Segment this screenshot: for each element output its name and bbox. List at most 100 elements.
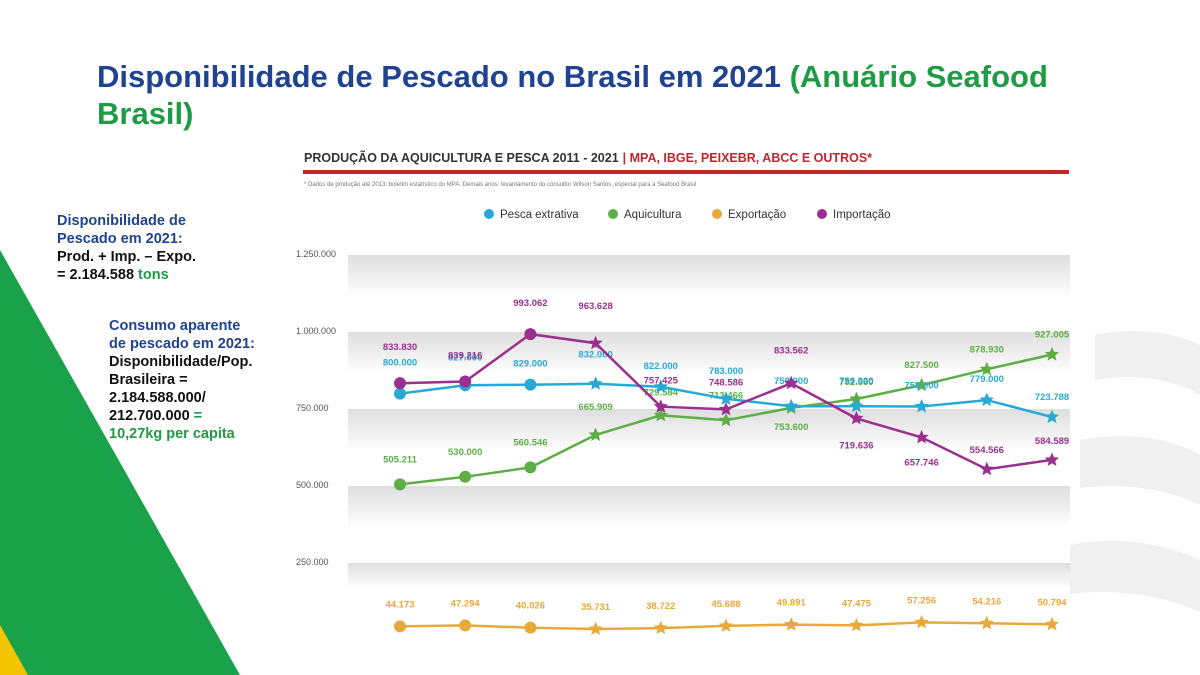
grid-band	[348, 486, 1070, 529]
consumption-per-capita: 10,27kg per capita	[109, 426, 235, 442]
data-label: 839.216	[448, 351, 482, 362]
series-point	[459, 470, 472, 483]
data-label: 560.546	[513, 437, 547, 448]
data-label: 35.731	[581, 602, 611, 613]
series-group: 833.830 839.216 993.062 963.628 757.425 748.5…	[383, 298, 1069, 476]
chart-footnote: * Dados de produção até 2013: boletim es…	[304, 182, 696, 188]
gray-swoosh-3	[1070, 540, 1200, 612]
data-label: 47.475	[842, 598, 872, 609]
data-label: 827.500	[904, 360, 938, 371]
chart-title-main: PRODUÇÃO DA AQUICULTURA E PESCA 2011 - 2…	[304, 150, 619, 165]
series-star-marker	[914, 429, 929, 444]
series-star-marker	[914, 377, 929, 392]
gray-swoosh-1	[1095, 330, 1200, 395]
series-point	[524, 328, 537, 341]
legend-marker	[712, 209, 722, 219]
legend-label: Aquicultura	[624, 209, 682, 221]
series-star-marker	[979, 615, 994, 630]
slide-title: Disponibilidade de Pescado no Brasil em …	[97, 58, 1077, 132]
data-label: 783.000	[709, 366, 743, 377]
series-group: 44.173 47.294 40.026 35.731 38.722 45.688 49.8…	[385, 595, 1067, 636]
series-star-marker	[1044, 452, 1060, 466]
chart-title-rule	[303, 170, 1069, 174]
legend-label: Exportação	[728, 209, 786, 221]
consumption-equals: =	[193, 408, 203, 424]
grid-band	[348, 409, 1070, 452]
series-star-marker	[588, 376, 603, 390]
data-label: 665.909	[578, 402, 612, 413]
yellow-corner-shape	[0, 625, 28, 675]
series-star-marker	[784, 375, 799, 390]
chart-title-sources: | MPA, IBGE, PEIXEBR, ABCC E OUTROS*	[623, 151, 872, 165]
data-label: 44.173	[385, 599, 414, 610]
series-star-marker	[849, 398, 864, 413]
series-star-marker	[979, 461, 994, 476]
y-tick-label: 250.000	[296, 557, 329, 567]
series-star-marker	[1044, 616, 1060, 631]
chart-legend: Pesca extrativa Aquicultura Exportação Impo…	[484, 209, 891, 221]
series-star-marker	[914, 399, 929, 413]
data-label: 657.746	[904, 457, 938, 468]
series-star-marker	[784, 617, 799, 631]
chart-bands	[348, 255, 1070, 588]
availability-formula: Prod. + Imp. – Expo.	[57, 249, 196, 265]
data-label: 963.628	[578, 301, 612, 312]
consumption-line-2: de pescado em 2021:	[109, 336, 255, 352]
availability-total-unit: tons	[138, 267, 169, 283]
consumption-line-5: 2.184.588.000/	[109, 390, 206, 406]
series-star-marker	[588, 427, 603, 441]
data-label: 833.830	[383, 342, 417, 353]
data-label: 993.062	[513, 298, 547, 309]
slide-title-main: Disponibilidade de Pescado no Brasil em …	[97, 59, 790, 94]
series-star-marker	[718, 412, 734, 427]
series-star-marker	[718, 391, 734, 405]
data-label: 759.000	[839, 376, 873, 387]
consumption-line-4: Brasileira =	[109, 372, 188, 388]
data-label: 827.000	[448, 352, 482, 363]
legend-label: Pesca extrativa	[500, 209, 579, 221]
series-star-marker	[1044, 409, 1060, 424]
data-label: 758.000	[904, 381, 938, 392]
data-label: 927.005	[1035, 329, 1070, 340]
series-star-marker	[653, 399, 668, 413]
data-label: 723.788	[1035, 392, 1069, 403]
series-point	[524, 621, 537, 634]
legend-marker	[817, 209, 827, 219]
series-point	[394, 377, 406, 390]
data-label: 719.636	[839, 440, 873, 451]
series-star-marker	[718, 618, 734, 632]
data-label: 47.294	[451, 598, 481, 609]
data-label: 49.891	[777, 598, 807, 609]
data-label: 782.560	[839, 377, 873, 388]
consumption-box: Consumo aparente de pescado em 2021: Dis…	[109, 317, 299, 443]
series-star-marker	[849, 391, 864, 405]
series-star-marker	[1044, 347, 1060, 361]
data-label: 57.256	[907, 595, 936, 606]
consumption-line-3: Disponibilidade/Pop.	[109, 354, 253, 370]
series-star-marker	[914, 614, 929, 629]
series-star-marker	[849, 410, 864, 425]
consumption-line-6: 212.700.000 =	[109, 407, 299, 425]
y-tick-label: 1.000.000	[296, 326, 336, 336]
y-axis: 1.250.000 1.000.000 750.000 500.000 250.000	[296, 249, 336, 567]
series-star-marker	[588, 621, 603, 636]
data-label: 554.566	[970, 445, 1004, 456]
consumption-population: 212.700.000	[109, 408, 190, 424]
grid-band	[348, 563, 1070, 588]
series-star-marker	[718, 401, 734, 416]
series-point	[394, 478, 406, 491]
series-point	[459, 375, 472, 388]
data-label: 800.000	[383, 358, 417, 369]
series-point	[394, 387, 406, 400]
availability-line-1: Disponibilidade de	[57, 213, 186, 229]
data-label: 530.000	[448, 447, 482, 458]
data-label: 822.000	[644, 361, 678, 372]
availability-total-value: = 2.184.588	[57, 267, 135, 283]
series-star-marker	[588, 335, 603, 350]
series-point	[394, 620, 406, 633]
data-label: 878.930	[970, 344, 1004, 355]
data-label: 54.216	[972, 596, 1001, 607]
series-point	[524, 378, 537, 391]
